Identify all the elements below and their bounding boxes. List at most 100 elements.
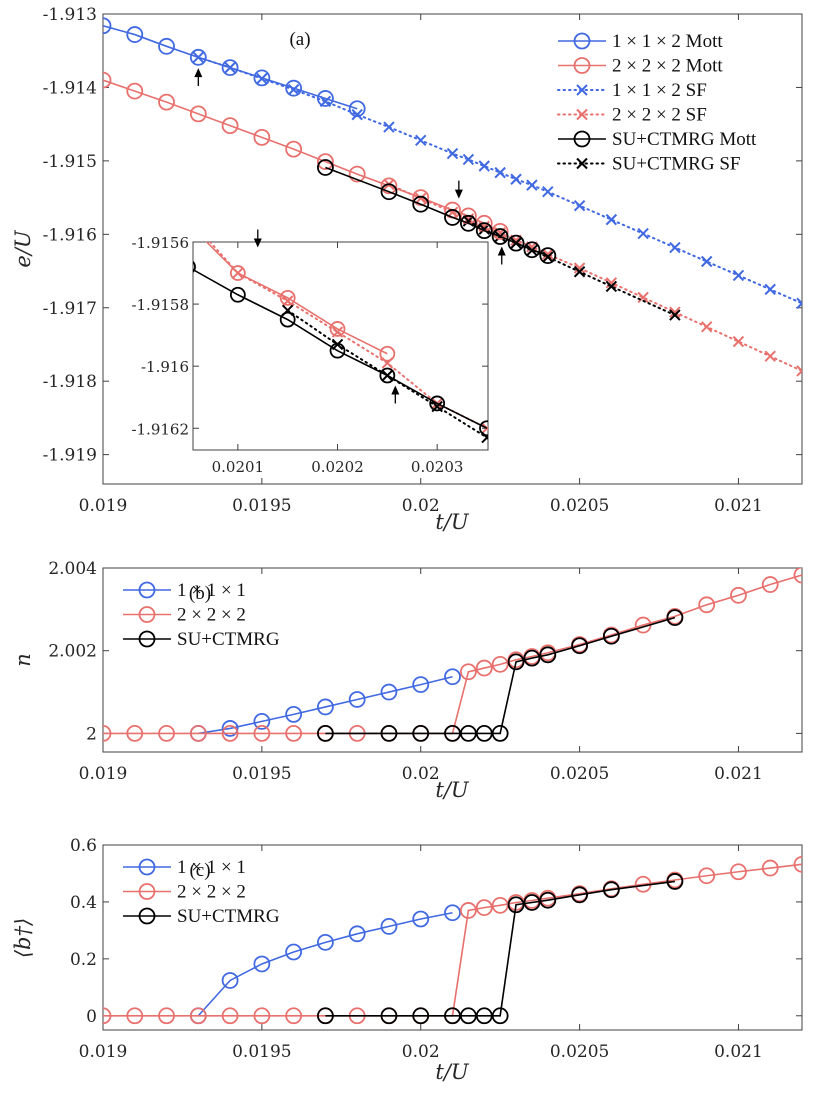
- y-tick-label: 2.004: [48, 559, 97, 579]
- data-point: [221, 972, 239, 989]
- x-tick-label: 0.02: [402, 1042, 440, 1062]
- panel-a-inset: 0.0201 0.0202 0.0203 -1.9156 -1.9158 -1.916 -1…: [131, 229, 489, 476]
- data-point: [103, 71, 112, 89]
- data-point: [669, 306, 681, 318]
- data-point: [666, 873, 684, 890]
- data-point: [573, 262, 586, 274]
- data-point: [796, 365, 802, 377]
- inset-transition-arrow-down: [253, 238, 262, 248]
- transition-arrow-up: [194, 68, 203, 78]
- data-point: [462, 153, 475, 166]
- series-line: [325, 616, 676, 735]
- data-point: [380, 918, 398, 935]
- x-tick-label: 0.021: [714, 496, 763, 516]
- y-tick-label: 2: [86, 724, 97, 744]
- y-tick-label: -1.918: [43, 372, 97, 392]
- x-tick-label: 0.019: [79, 1042, 128, 1062]
- legend-marker: [138, 883, 156, 900]
- data-point: [507, 653, 525, 671]
- series-line: [325, 880, 676, 1017]
- legend-marker: [576, 157, 588, 170]
- data-point: [193, 260, 196, 273]
- legend-label: SU+CTMRG SF: [612, 154, 740, 175]
- data-point: [444, 209, 461, 226]
- data-point: [317, 159, 334, 176]
- data-point: [475, 222, 493, 240]
- legend-label: 1 × 1 × 2 Mott: [612, 31, 723, 52]
- x-tick-label: 0.02: [402, 496, 440, 516]
- data-point: [539, 891, 557, 909]
- legend-label: 2 × 2 × 2 SF: [612, 105, 707, 126]
- x-tick-label: 0.0205: [550, 1042, 609, 1062]
- panel-c-tag: (c): [189, 860, 210, 881]
- legend-marker: [573, 57, 591, 74]
- x-tick-label: 0.0205: [550, 764, 609, 784]
- data-point: [412, 1007, 430, 1025]
- legend-marker: [138, 606, 156, 623]
- data-point: [571, 637, 588, 655]
- data-point: [317, 724, 334, 742]
- data-point: [348, 691, 366, 708]
- panel-b-frame: [102, 567, 803, 753]
- data-point: [317, 698, 334, 716]
- panel-a-ylabel: e/U: [11, 229, 35, 268]
- data-point: [285, 724, 303, 742]
- x-tick-label: 0.021: [714, 1042, 763, 1062]
- data-point: [491, 1007, 509, 1025]
- data-point: [491, 724, 509, 742]
- data-point: [103, 1007, 112, 1025]
- data-point: [446, 147, 459, 160]
- data-point: [126, 26, 144, 43]
- data-point: [491, 228, 509, 245]
- data-point: [478, 160, 490, 172]
- data-point: [379, 345, 396, 362]
- panel-c-xlabel: t/U: [435, 1060, 470, 1084]
- data-point: [126, 1007, 144, 1025]
- series-line: [198, 675, 453, 735]
- data-point: [380, 724, 398, 742]
- legend-item-1-1-2-sf: 1 × 1 × 2 SF: [557, 80, 707, 101]
- x-tick-label: 0.0205: [550, 496, 609, 516]
- series-line: [205, 242, 388, 355]
- data-point: [730, 863, 747, 881]
- series-su-ctmrg-mott: [193, 260, 488, 437]
- series-line: [325, 166, 549, 257]
- legend-item-2-2-2-mott: 2 × 2 × 2 Mott: [558, 56, 723, 77]
- series-line: [103, 79, 501, 233]
- y-tick-label: 0.2: [70, 950, 97, 970]
- data-point: [415, 134, 427, 147]
- data-point: [229, 265, 246, 281]
- data-point: [542, 248, 554, 260]
- y-tick-label: -1.916: [141, 358, 189, 376]
- legend-label: 2 × 2 × 2: [177, 882, 246, 903]
- data-point: [491, 896, 509, 914]
- legend-item-2-2-2-sf: 2 × 2 × 2 SF: [557, 105, 707, 126]
- data-point: [764, 283, 776, 296]
- panel-b-legend: 1 × 1 × 1 2 × 2 × 2 SU+CTMRG: [123, 580, 280, 650]
- legend-label: SU+CTMRG: [177, 629, 280, 650]
- series-2-2-2-mott: [205, 242, 396, 362]
- data-point: [429, 395, 446, 412]
- panel-b-ticks: 0.019 0.0195 0.02 0.0205 0.021 2 2.002 2.004: [48, 559, 802, 784]
- panel-b-density: 0.019 0.0195 0.02 0.0205 0.021 2 2.002 2.004 (b…: [11, 559, 803, 802]
- x-tick-label: 0.0201: [212, 458, 265, 476]
- data-point: [317, 90, 334, 107]
- data-point: [348, 100, 366, 118]
- data-point: [761, 859, 779, 877]
- legend-item-1-1-1: 1 × 1 × 1: [123, 857, 246, 878]
- data-point: [459, 902, 477, 919]
- transition-arrow-down: [454, 189, 463, 199]
- series-su-ctmrg-mott: [317, 159, 557, 265]
- data-point: [412, 910, 430, 928]
- data-point: [479, 420, 488, 437]
- panel-c-ylabel: ⟨b†⟩: [11, 918, 35, 958]
- data-point: [158, 93, 175, 111]
- data-point: [793, 855, 802, 873]
- data-point: [507, 234, 525, 252]
- data-point: [253, 1007, 271, 1025]
- data-point: [523, 241, 541, 259]
- data-point: [103, 724, 112, 742]
- data-point: [669, 309, 681, 321]
- y-tick-label: -1.9158: [131, 296, 189, 314]
- data-point: [526, 179, 538, 191]
